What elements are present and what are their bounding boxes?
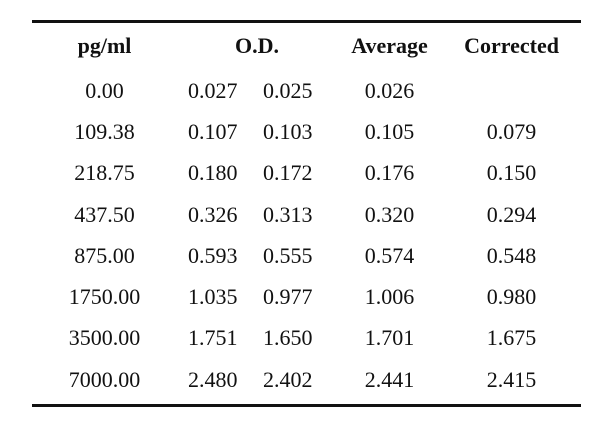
cell-corrected: 1.675 (486, 325, 537, 351)
cell-corrected (442, 68, 581, 111)
cell-od-2: 2.402 (263, 366, 313, 392)
cell-average: 0.574 (364, 242, 415, 268)
cell-corrected: 2.415 (486, 366, 537, 392)
od-standard-curve-table: pg/ml O.D. Average Corrected 0.00 0.027 … (32, 23, 581, 400)
cell-average: 0.026 (364, 77, 415, 103)
cell-od-2: 0.977 (263, 284, 313, 310)
cell-od-1: 0.027 (188, 77, 238, 103)
cell-od-2: 0.313 (263, 201, 313, 227)
table-top-rule (32, 20, 581, 23)
table-header: pg/ml O.D. Average Corrected (32, 23, 581, 68)
cell-concentration: 0.00 (85, 77, 124, 103)
cell-od-2: 0.555 (263, 242, 313, 268)
table-row: 1750.00 1.035 0.977 1.006 0.980 (32, 276, 581, 317)
cell-od-1: 0.180 (188, 160, 238, 186)
cell-od-2: 0.103 (263, 118, 313, 144)
cell-od-2: 0.025 (263, 77, 313, 103)
cell-concentration: 875.00 (74, 242, 135, 268)
table-row: 0.00 0.027 0.025 0.026 (32, 68, 581, 111)
table-row: 3500.00 1.751 1.650 1.701 1.675 (32, 318, 581, 359)
cell-od-1: 0.107 (188, 118, 238, 144)
cell-average: 0.176 (364, 160, 415, 186)
header-od: O.D. (235, 32, 279, 58)
table-body: 0.00 0.027 0.025 0.026 109.38 0.107 0.10… (32, 68, 581, 400)
header-concentration: pg/ml (77, 32, 132, 58)
cell-od-1: 2.480 (188, 366, 238, 392)
header-average: Average (351, 32, 428, 58)
cell-od-2: 1.650 (263, 325, 313, 351)
table-row: 875.00 0.593 0.555 0.574 0.548 (32, 235, 581, 276)
cell-corrected: 0.980 (486, 284, 537, 310)
cell-od-1: 0.593 (188, 242, 238, 268)
header-row: pg/ml O.D. Average Corrected (32, 23, 581, 68)
cell-average: 0.320 (364, 201, 415, 227)
cell-concentration: 1750.00 (68, 284, 141, 310)
header-corrected: Corrected (464, 32, 559, 58)
cell-od-2: 0.172 (263, 160, 313, 186)
cell-corrected: 0.150 (486, 160, 537, 186)
cell-corrected: 0.079 (486, 118, 537, 144)
cell-concentration: 109.38 (74, 118, 135, 144)
table-row: 218.75 0.180 0.172 0.176 0.150 (32, 153, 581, 194)
cell-average: 0.105 (364, 118, 415, 144)
table-row: 109.38 0.107 0.103 0.105 0.079 (32, 111, 581, 152)
cell-concentration: 437.50 (74, 201, 135, 227)
table-row: 437.50 0.326 0.313 0.320 0.294 (32, 194, 581, 235)
cell-corrected: 0.294 (486, 201, 537, 227)
cell-corrected: 0.548 (486, 242, 537, 268)
cell-concentration: 7000.00 (68, 366, 141, 392)
cell-od-1: 0.326 (188, 201, 238, 227)
table-row: 7000.00 2.480 2.402 2.441 2.415 (32, 359, 581, 400)
cell-concentration: 3500.00 (68, 325, 141, 351)
cell-concentration: 218.75 (74, 160, 135, 186)
cell-average: 1.006 (364, 284, 415, 310)
cell-od-1: 1.035 (188, 284, 238, 310)
table-bottom-rule (32, 404, 581, 408)
cell-average: 2.441 (364, 366, 415, 392)
data-table-container: pg/ml O.D. Average Corrected 0.00 0.027 … (32, 20, 581, 408)
cell-od-1: 1.751 (188, 325, 238, 351)
cell-average: 1.701 (364, 325, 415, 351)
